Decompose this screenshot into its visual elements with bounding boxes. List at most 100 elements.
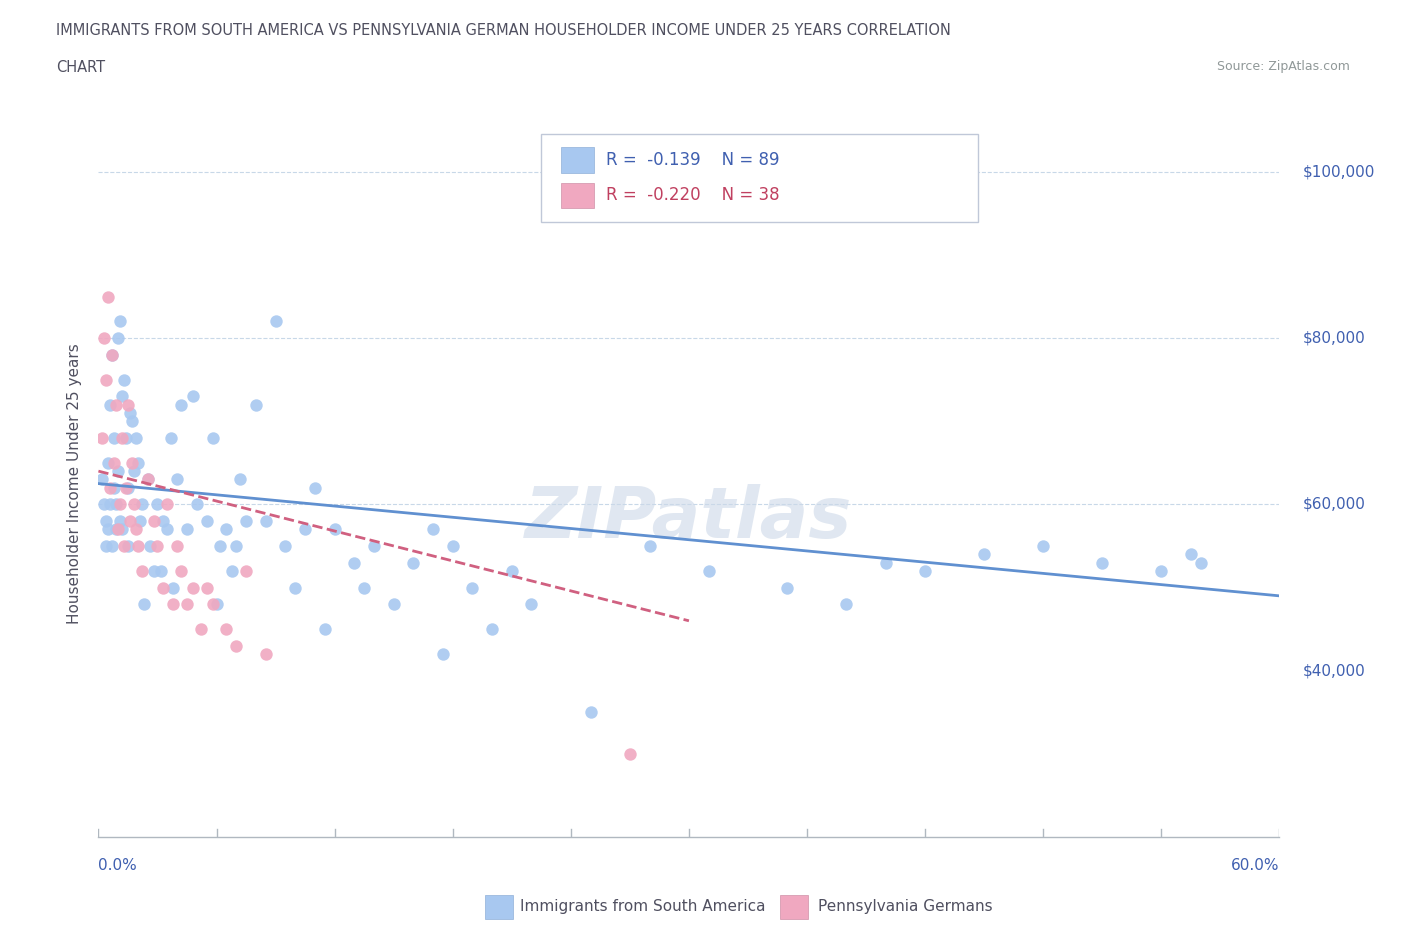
Point — [107, 522, 129, 537]
Point — [1091, 555, 1114, 570]
Point — [264, 314, 287, 329]
Point — [162, 597, 184, 612]
Point — [96, 372, 118, 387]
Point — [115, 431, 138, 445]
Bar — [561, 147, 595, 173]
Point — [103, 431, 125, 445]
Point — [91, 431, 114, 445]
Point — [127, 538, 149, 553]
Point — [422, 522, 444, 537]
Point — [136, 472, 159, 487]
Point — [176, 522, 198, 537]
Point — [835, 597, 858, 612]
Point — [96, 513, 118, 528]
Point — [343, 555, 366, 570]
Text: IMMIGRANTS FROM SOUTH AMERICA VS PENNSYLVANIA GERMAN HOUSEHOLDER INCOME UNDER 25: IMMIGRANTS FROM SOUTH AMERICA VS PENNSYL… — [56, 23, 950, 38]
Point — [146, 538, 169, 553]
Point — [132, 597, 155, 612]
Point — [363, 538, 385, 553]
Point — [122, 464, 145, 479]
Point — [382, 597, 405, 612]
Text: R =  -0.139    N = 89: R = -0.139 N = 89 — [606, 151, 780, 169]
Point — [195, 513, 218, 528]
Point — [176, 597, 198, 612]
Point — [195, 580, 218, 595]
Point — [107, 464, 129, 479]
Point — [201, 597, 224, 612]
Point — [697, 564, 720, 578]
Point — [125, 522, 148, 537]
Point — [122, 497, 145, 512]
Text: R =  -0.220    N = 38: R = -0.220 N = 38 — [606, 186, 780, 205]
Text: Immigrants from South America: Immigrants from South America — [520, 899, 766, 914]
Point — [156, 497, 179, 512]
Point — [520, 597, 543, 612]
Point — [98, 497, 121, 512]
Text: $100,000: $100,000 — [1303, 165, 1375, 179]
Point — [579, 705, 602, 720]
Point — [136, 472, 159, 487]
Point — [225, 538, 247, 553]
Point — [166, 538, 188, 553]
Point — [93, 331, 115, 346]
Point — [117, 480, 139, 495]
Point — [111, 431, 134, 445]
Point — [108, 513, 131, 528]
Point — [131, 497, 153, 512]
Point — [105, 522, 128, 537]
Point — [112, 538, 135, 553]
Point — [142, 564, 165, 578]
Point — [235, 564, 257, 578]
Point — [125, 431, 148, 445]
Text: 60.0%: 60.0% — [1232, 858, 1279, 873]
Point — [107, 331, 129, 346]
Point — [402, 555, 425, 570]
Point — [441, 538, 464, 553]
Point — [323, 522, 346, 537]
Text: CHART: CHART — [56, 60, 105, 75]
Point — [103, 480, 125, 495]
Point — [314, 621, 336, 636]
Point — [108, 314, 131, 329]
Point — [304, 480, 326, 495]
Point — [229, 472, 252, 487]
Text: $60,000: $60,000 — [1303, 497, 1367, 512]
Point — [205, 597, 228, 612]
Point — [875, 555, 897, 570]
Text: Pennsylvania Germans: Pennsylvania Germans — [818, 899, 993, 914]
Text: 0.0%: 0.0% — [98, 858, 138, 873]
Point — [432, 646, 454, 661]
Point — [776, 580, 799, 595]
Point — [91, 472, 114, 487]
Point — [235, 513, 257, 528]
Point — [127, 456, 149, 471]
Point — [97, 289, 120, 304]
Point — [96, 538, 118, 553]
Text: $80,000: $80,000 — [1303, 330, 1365, 346]
Point — [973, 547, 995, 562]
Point — [190, 621, 212, 636]
Point — [1150, 564, 1173, 578]
Point — [117, 538, 139, 553]
FancyBboxPatch shape — [541, 134, 979, 222]
Point — [118, 513, 141, 528]
Point — [103, 456, 125, 471]
Point — [111, 389, 134, 404]
Point — [166, 472, 188, 487]
Point — [121, 456, 143, 471]
Point — [150, 564, 173, 578]
Point — [284, 580, 307, 595]
Point — [254, 646, 277, 661]
Point — [105, 397, 128, 412]
Point — [501, 564, 523, 578]
Point — [97, 456, 120, 471]
Point — [170, 397, 193, 412]
Point — [1180, 547, 1202, 562]
Point — [108, 497, 131, 512]
Point — [98, 480, 121, 495]
Y-axis label: Householder Income Under 25 years: Householder Income Under 25 years — [67, 343, 83, 624]
Point — [156, 522, 179, 537]
Point — [215, 522, 238, 537]
Point — [215, 621, 238, 636]
Point — [105, 497, 128, 512]
